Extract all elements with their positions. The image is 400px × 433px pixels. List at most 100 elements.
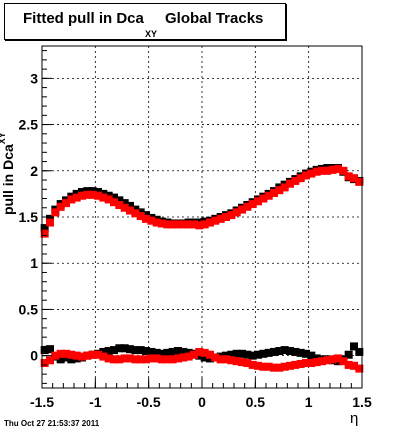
- series-1-point: [126, 206, 134, 215]
- series-3-point: [307, 359, 316, 368]
- series-2-point: [291, 347, 300, 356]
- series-2-point: [243, 350, 252, 359]
- axis-ticks: [41, 50, 363, 388]
- series-3-point: [238, 358, 246, 367]
- series-2-point: [238, 349, 246, 358]
- series-1-point: [227, 211, 236, 220]
- y-tick-label: 0: [30, 348, 38, 364]
- series-2-point: [264, 348, 273, 357]
- series-1-point: [344, 172, 353, 181]
- timestamp-footer: Thu Oct 27 21:53:37 2011: [4, 419, 100, 428]
- tick-labels: -1.5 -1 -0.5 0 0.5 1 1.5 0 0.5 1 1.5 2 2.5 3: [19, 70, 372, 410]
- series-1-point: [259, 194, 268, 203]
- series-3-point: [312, 358, 321, 367]
- series-2-point: [259, 349, 268, 358]
- series-1-point: [51, 208, 60, 217]
- series-1-point: [355, 177, 364, 186]
- series-2-point: [152, 348, 161, 357]
- series-2-point: [280, 346, 289, 355]
- series-2-point: [350, 342, 358, 351]
- series-1-point: [350, 174, 358, 183]
- series-1-point: [216, 214, 225, 223]
- series-3-point: [286, 361, 294, 370]
- series-0-point: [40, 224, 49, 233]
- series-3-point: [302, 359, 310, 368]
- series-3-point: [136, 355, 145, 364]
- series-3-point: [328, 355, 337, 364]
- series-2-point: [344, 350, 353, 359]
- series-1-point: [307, 169, 316, 178]
- series-3-point: [163, 355, 172, 364]
- series-2-point: [158, 349, 166, 358]
- series-2-point: [104, 347, 113, 356]
- series-0-point: [115, 196, 124, 205]
- series-1-point: [179, 220, 188, 229]
- series-1-point: [163, 220, 172, 229]
- series-1-point: [78, 191, 86, 200]
- series-1-point: [56, 202, 65, 211]
- series-3-point: [334, 354, 342, 363]
- series-1-point: [147, 216, 156, 225]
- series-3-point: [62, 349, 70, 358]
- series-1-point: [190, 220, 198, 229]
- x-tick-label: 1: [305, 394, 313, 410]
- x-tick-label: 0.5: [246, 394, 266, 410]
- series-3-point: [168, 355, 177, 364]
- x-tick-label: -0.5: [137, 394, 161, 410]
- series-1-point: [254, 197, 262, 206]
- series-1-point: [168, 220, 177, 229]
- series-2-point: [302, 349, 310, 358]
- y-axis-label: pull in DcaXY: [0, 132, 16, 215]
- series-1-point: [131, 209, 140, 218]
- series-2-point: [275, 347, 284, 356]
- series-3-point: [344, 360, 353, 369]
- series-1-point: [104, 195, 113, 204]
- series-1-point: [238, 205, 246, 214]
- series-1-point: [270, 188, 278, 197]
- grid-lines: [42, 46, 362, 388]
- series-3-point: [152, 354, 161, 363]
- series-3-point: [195, 347, 204, 356]
- series-2-point: [40, 346, 49, 355]
- series-3-point: [46, 356, 54, 365]
- series-2-point: [168, 347, 177, 356]
- series-3-point: [232, 357, 241, 366]
- series-1-point: [94, 191, 102, 200]
- series-2-point: [248, 351, 257, 360]
- series-3-point: [78, 352, 86, 361]
- series-1-point: [211, 216, 220, 225]
- series-3-point: [211, 353, 220, 362]
- y-tick-label: 3: [30, 70, 38, 86]
- series-3-point: [131, 355, 140, 364]
- series-1-point: [40, 229, 49, 238]
- series-3-point: [222, 355, 230, 364]
- series-3-point: [254, 361, 262, 370]
- series-3-point: [184, 352, 193, 361]
- series-3-point: [142, 355, 150, 364]
- y-tick-label: 1: [30, 255, 38, 271]
- series-3-point: [291, 360, 300, 369]
- series-3-point: [259, 362, 268, 371]
- y-tick-label: 2.5: [19, 117, 39, 133]
- series-1-point: [174, 220, 182, 229]
- series-1-point: [67, 195, 76, 204]
- series-3-point: [126, 354, 134, 363]
- series-1-point: [83, 190, 92, 199]
- series-2-point: [115, 344, 124, 353]
- series-2-point: [56, 355, 65, 364]
- series-3-point: [318, 357, 326, 366]
- chart-title-box: Fitted pull in Dca XY Global Tracks: [4, 3, 286, 40]
- series-1-point: [275, 186, 284, 195]
- x-tick-label: -1.5: [30, 394, 54, 410]
- series-1-point: [72, 193, 81, 202]
- series-1-point: [142, 214, 150, 223]
- series-3-point: [264, 362, 273, 371]
- series-2-point: [120, 344, 129, 353]
- series-3-point: [296, 359, 305, 368]
- series-3-point: [83, 351, 92, 360]
- series-3-point: [51, 351, 60, 360]
- series-2-point: [67, 355, 76, 364]
- series-1-point: [120, 203, 129, 212]
- series-1-point: [195, 221, 204, 230]
